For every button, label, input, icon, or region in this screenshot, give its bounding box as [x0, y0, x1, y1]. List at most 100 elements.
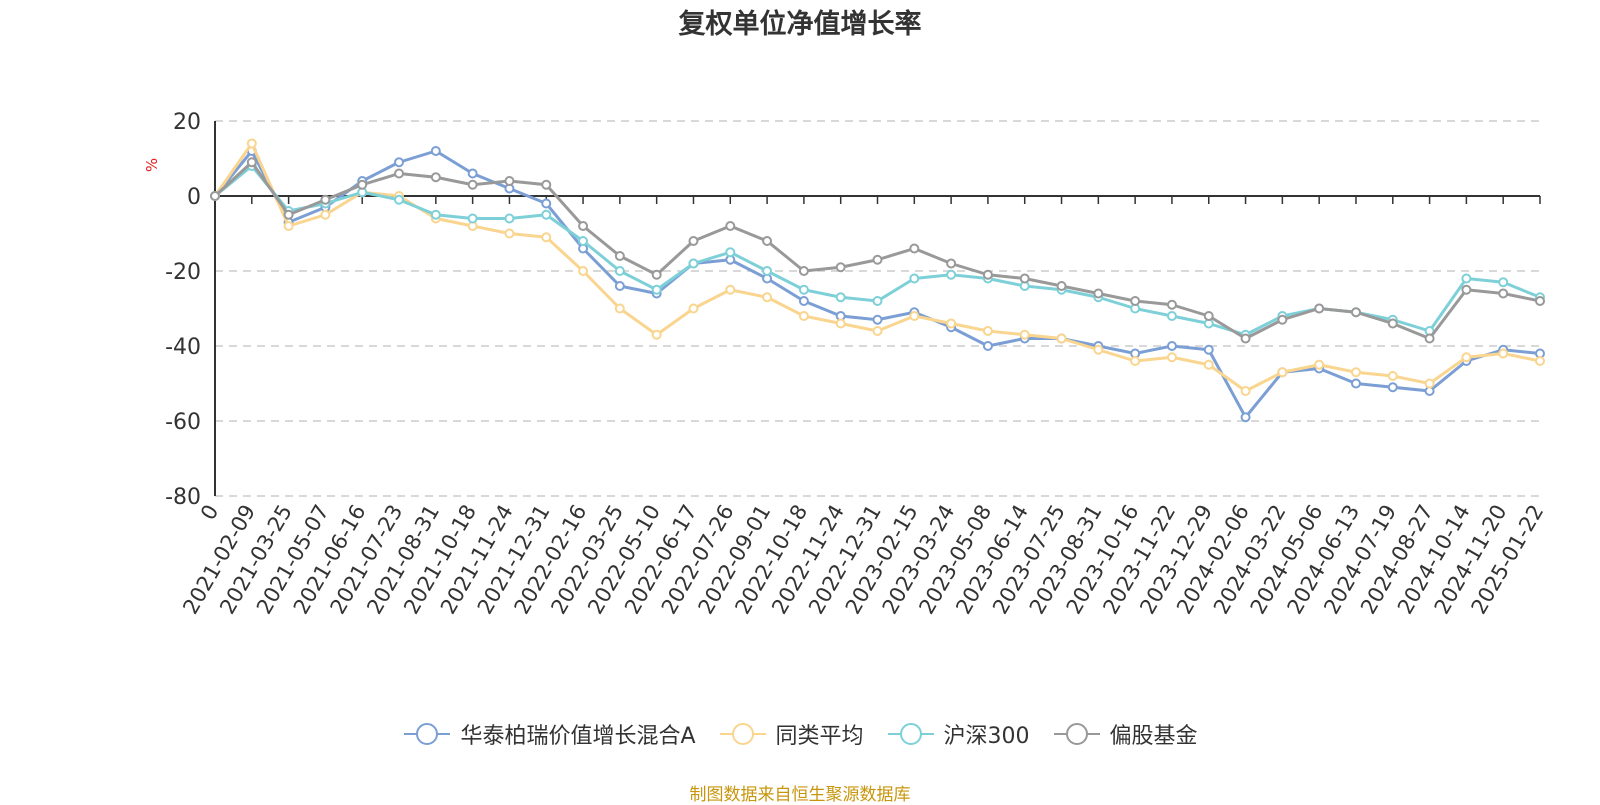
legend: 华泰柏瑞价值增长混合A 同类平均 沪深300 偏股基金: [0, 718, 1600, 750]
data-point: [394, 157, 405, 168]
data-point: [357, 179, 368, 190]
data-point: [1166, 352, 1177, 363]
data-point: [1424, 333, 1435, 344]
y-tick-label: -20: [165, 260, 201, 285]
data-point: [1461, 352, 1472, 363]
data-point: [1166, 341, 1177, 351]
data-point: [430, 172, 441, 183]
data-point: [762, 236, 773, 246]
legend-label: 沪深300: [943, 724, 1030, 749]
data-point: [1056, 333, 1067, 344]
data-point: [762, 266, 773, 276]
data-point: [982, 269, 993, 280]
data-point: [725, 221, 736, 231]
data-point: [798, 311, 809, 321]
data-point: [541, 232, 552, 243]
data-point: [1093, 288, 1104, 299]
data-point: [1130, 296, 1141, 306]
axes: [214, 121, 1541, 496]
data-point: [1387, 382, 1398, 393]
legend-item[interactable]: 同类平均: [718, 718, 864, 750]
data-point: [1535, 296, 1545, 306]
data-point: [541, 179, 552, 190]
data-point: [798, 266, 809, 276]
y-tick-label: -40: [165, 335, 201, 360]
data-point: [467, 168, 478, 179]
data-point: [946, 269, 957, 280]
data-point: [1424, 378, 1435, 389]
data-point: [1498, 348, 1509, 359]
data-point: [946, 258, 957, 269]
data-point: [835, 318, 846, 329]
data-point: [1130, 356, 1141, 366]
data-point: [1166, 311, 1177, 321]
data-point: [725, 284, 736, 295]
data-point: [1387, 318, 1398, 329]
data-point: [283, 209, 294, 220]
y-tick-label: 20: [173, 110, 201, 135]
data-point: [651, 329, 662, 340]
series-line: [213, 160, 1541, 340]
data-point: [982, 341, 993, 351]
legend-swatch-icon: [887, 723, 934, 745]
data-point: [798, 296, 809, 306]
data-point: [1277, 367, 1288, 378]
legend-swatch-icon: [1053, 723, 1100, 745]
data-point: [430, 209, 441, 220]
data-point: [578, 266, 589, 276]
data-point: [578, 236, 589, 246]
data-point: [1350, 378, 1361, 389]
legend-label: 同类平均: [775, 724, 864, 749]
legend-item[interactable]: 华泰柏瑞价值增长混合A: [402, 718, 696, 750]
source-note: 制图数据来自恒生聚源数据库: [689, 785, 911, 805]
data-point: [394, 168, 405, 179]
legend-item[interactable]: 偏股基金: [1052, 718, 1198, 750]
data-point: [541, 198, 552, 209]
data-point: [909, 243, 920, 254]
data-point: [1350, 307, 1361, 318]
data-point: [1093, 344, 1104, 355]
data-point: [1387, 371, 1398, 381]
data-point: [1240, 412, 1251, 423]
data-point: [1203, 359, 1214, 370]
data-point: [688, 303, 699, 314]
data-point: [320, 194, 331, 205]
data-point: [283, 221, 294, 231]
legend-label: 华泰柏瑞价值增长混合A: [460, 724, 696, 749]
y-tick-label: -80: [165, 485, 201, 510]
data-point: [1056, 281, 1067, 291]
data-point: [1019, 273, 1030, 284]
data-point: [1314, 359, 1325, 370]
data-point: [688, 236, 699, 246]
data-point: [541, 209, 552, 220]
data-point: [210, 191, 220, 201]
legend-label: 偏股基金: [1109, 724, 1198, 749]
data-point: [467, 179, 478, 190]
data-point: [1461, 273, 1472, 284]
data-point: [504, 176, 515, 186]
data-point: [872, 296, 883, 306]
data-point: [1166, 299, 1177, 310]
grid-lines: [215, 120, 1540, 497]
series-line: [213, 142, 1541, 393]
data-point: [504, 213, 515, 224]
data-point: [909, 311, 920, 321]
data-point: [872, 326, 883, 336]
data-point: [688, 258, 699, 269]
data-point: [504, 228, 515, 239]
data-point: [762, 292, 773, 303]
legend-item[interactable]: 沪深300: [886, 718, 1030, 750]
data-point: [1535, 356, 1545, 366]
data-point: [1240, 333, 1251, 344]
data-point: [1203, 344, 1214, 355]
legend-swatch-icon: [719, 723, 766, 745]
y-axis-unit: %: [143, 158, 161, 172]
data-point: [578, 221, 589, 231]
data-point: [246, 157, 257, 168]
chart-title: 复权单位净值增长率: [678, 9, 922, 40]
data-point: [835, 262, 846, 273]
y-tick-label: 0: [187, 185, 201, 210]
data-point: [651, 284, 662, 295]
data-point: [394, 194, 405, 205]
